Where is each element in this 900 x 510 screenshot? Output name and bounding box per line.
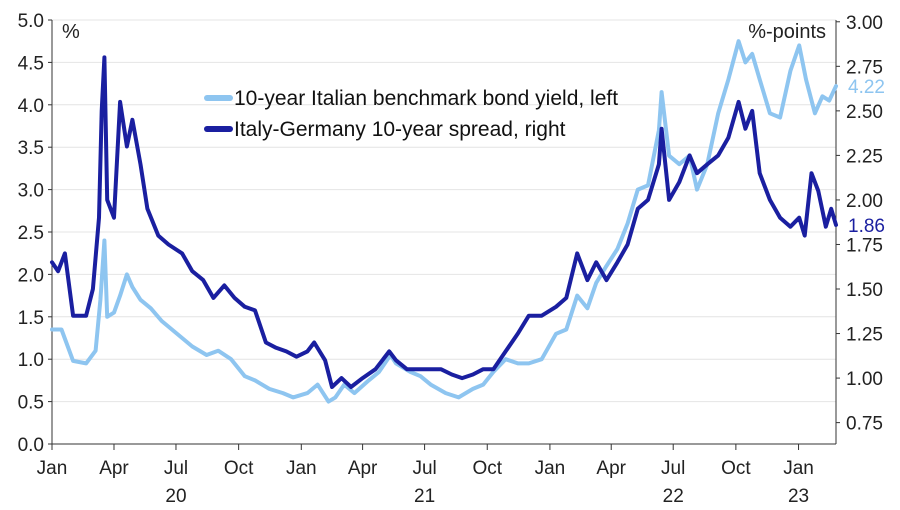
right-tick-label: 0.75 xyxy=(846,414,883,435)
x-tick-label: Jan xyxy=(783,458,814,479)
x-axis-ticks: Jan Apr Jul Oct Jan Apr Jul Oct Jan Apr Jul Oct Jan 2… xyxy=(37,444,814,507)
series-line-1 xyxy=(50,39,838,404)
x-tick-label: Apr xyxy=(348,458,378,479)
legend-label-1: 10-year Italian benchmark bond yield, le… xyxy=(234,87,618,110)
right-tick-label: 2.25 xyxy=(846,146,883,167)
left-tick-label: 1.0 xyxy=(18,350,44,371)
right-tick-label: 2.50 xyxy=(846,102,883,123)
left-tick-label: 2.5 xyxy=(18,223,44,244)
right-tick-label: 3.00 xyxy=(846,13,883,34)
end-label-bg xyxy=(840,213,890,236)
x-tick-label: Apr xyxy=(99,458,129,479)
left-tick-label: 5.0 xyxy=(18,11,44,32)
gridlines xyxy=(52,19,836,403)
left-axis-ticks: 0.0 0.5 1.0 1.5 2.0 2.5 3.0 3.5 4.0 4.5 5.0 xyxy=(18,11,52,456)
left-tick-label: 3.5 xyxy=(18,138,44,159)
left-tick-label: 1.5 xyxy=(18,308,44,329)
right-tick-label: 2.00 xyxy=(846,191,883,212)
left-axis-unit-label: % xyxy=(62,21,80,43)
right-tick-label: 1.50 xyxy=(846,280,883,301)
end-labels: 4.22 1.86 xyxy=(840,75,890,237)
end-label-1: 4.22 xyxy=(848,77,885,98)
x-year-label: 22 xyxy=(663,486,684,507)
legend: 10-year Italian benchmark bond yield, le… xyxy=(204,87,618,141)
left-tick-label: 4.5 xyxy=(18,53,44,74)
x-tick-label: Jul xyxy=(661,458,685,479)
left-tick-label: 0.5 xyxy=(18,393,44,414)
x-tick-label: Oct xyxy=(721,458,751,479)
right-tick-label: 1.00 xyxy=(846,369,883,390)
right-axis-ticks: 0.75 1.00 1.25 1.50 1.75 2.00 2.25 2.50 2.75 3.00 xyxy=(836,13,883,435)
x-tick-label: Jan xyxy=(535,458,566,479)
left-tick-label: 4.0 xyxy=(18,96,44,117)
x-tick-label: Jan xyxy=(37,458,68,479)
legend-label-2: Italy-Germany 10-year spread, right xyxy=(234,118,566,141)
x-tick-label: Oct xyxy=(224,458,254,479)
right-tick-label: 1.75 xyxy=(846,235,883,256)
x-year-label: 20 xyxy=(165,486,186,507)
left-tick-label: 3.0 xyxy=(18,181,44,202)
end-label-2: 1.86 xyxy=(848,216,885,237)
x-tick-label: Jul xyxy=(412,458,436,479)
x-tick-label: Oct xyxy=(472,458,502,479)
x-year-label: 21 xyxy=(414,486,435,507)
x-year-label: 23 xyxy=(788,486,809,507)
series-lines xyxy=(50,39,838,404)
right-tick-label: 2.75 xyxy=(846,57,883,78)
x-tick-label: Jan xyxy=(286,458,317,479)
series-line-2 xyxy=(50,55,838,389)
left-tick-label: 2.0 xyxy=(18,265,44,286)
x-tick-label: Jul xyxy=(164,458,188,479)
right-axis-unit-label: %-points xyxy=(748,21,826,43)
end-label-bg xyxy=(840,75,890,98)
x-tick-label: Apr xyxy=(596,458,626,479)
left-tick-label: 0.0 xyxy=(18,435,44,456)
right-tick-label: 1.25 xyxy=(846,325,883,346)
